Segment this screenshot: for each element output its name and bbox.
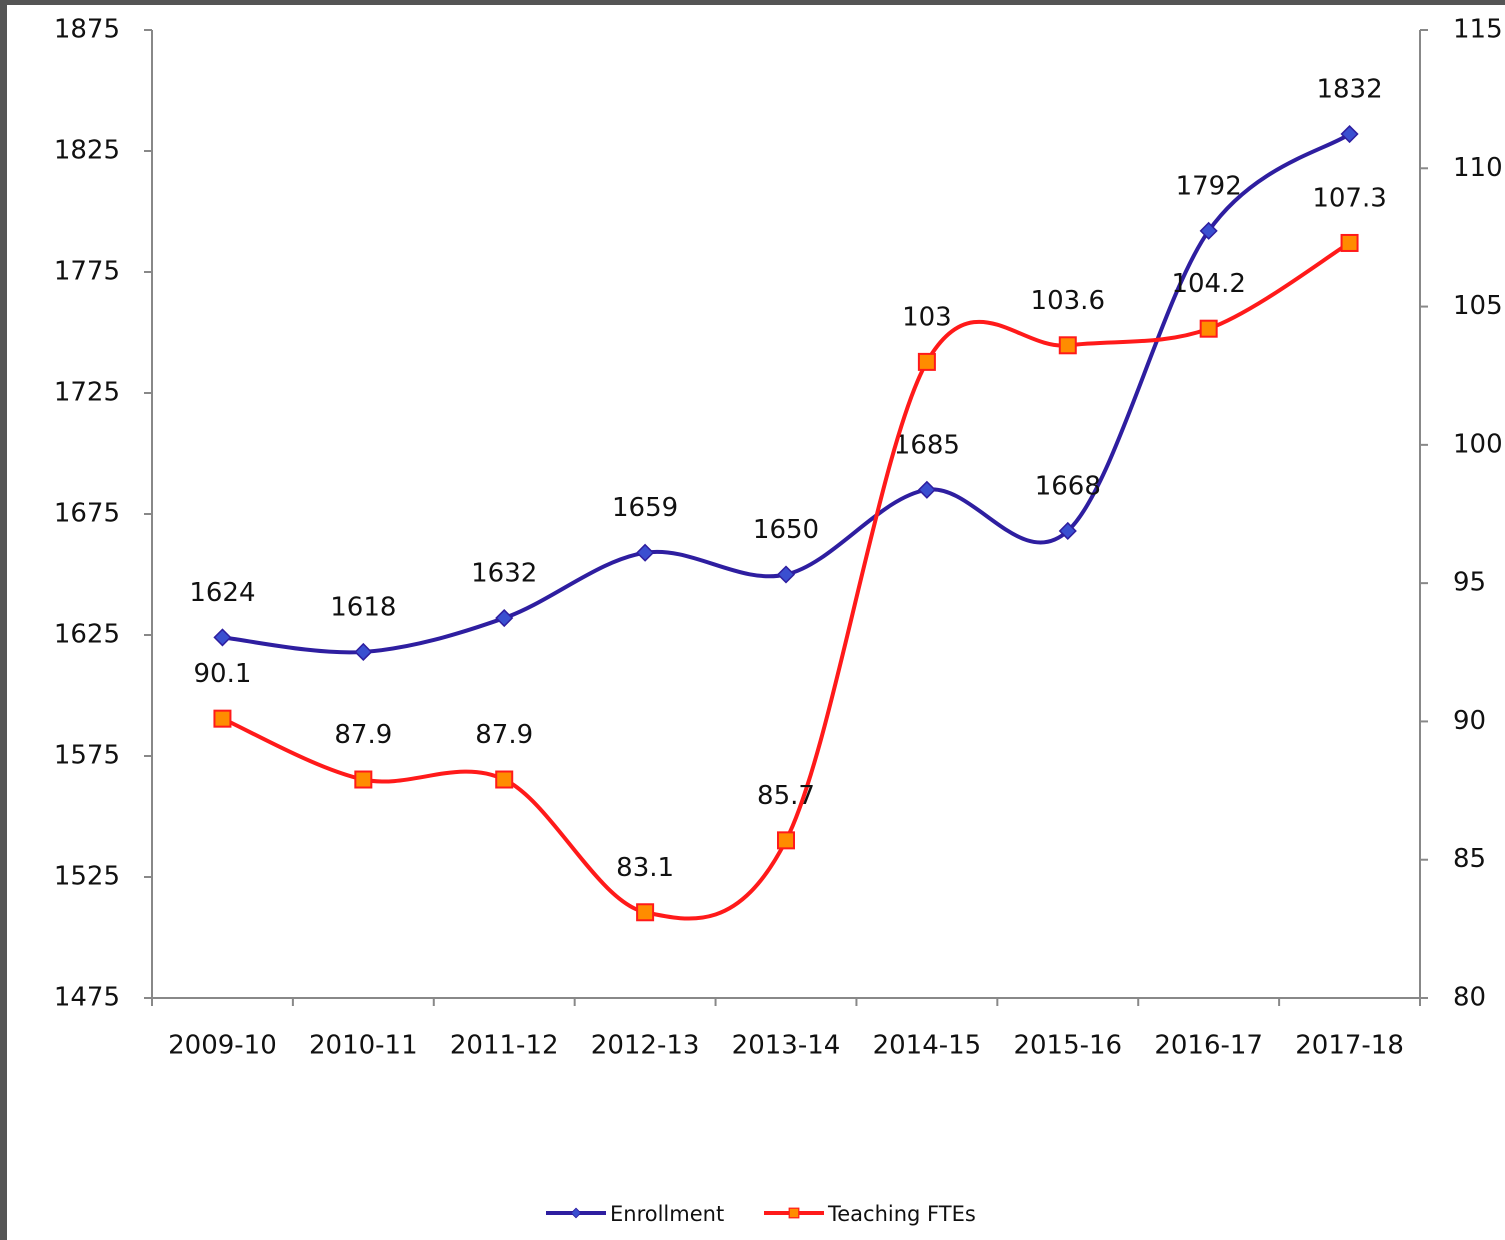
y-tick-label: 1825: [54, 136, 120, 166]
marker: [1340, 233, 1359, 252]
data-label: 103.6: [1031, 286, 1105, 316]
data-label: 87.9: [334, 720, 392, 750]
y2-tick-label: 105: [1453, 291, 1503, 321]
data-label: 1792: [1176, 171, 1242, 201]
marker: [495, 770, 514, 789]
y2-tick-label: 85: [1453, 844, 1486, 874]
y2-tick-label: 110: [1453, 153, 1503, 183]
y-tick-label: 1575: [54, 741, 120, 771]
legend-marker: [788, 1207, 800, 1219]
y-tick-label: 1475: [54, 983, 120, 1013]
marker: [1340, 124, 1359, 144]
y-tick-label: 1625: [54, 620, 120, 650]
data-label: 103: [902, 302, 952, 332]
chart-background: [7, 5, 1505, 1240]
data-label: 107.3: [1312, 183, 1386, 213]
data-label: 1650: [753, 515, 819, 545]
data-label: 1668: [1035, 471, 1101, 501]
x-tick-label: 2010-11: [309, 1031, 418, 1061]
marker: [777, 831, 795, 850]
data-label: 1685: [894, 430, 960, 460]
marker: [1199, 221, 1218, 240]
x-tick-label: 2014-15: [873, 1031, 982, 1061]
x-tick-label: 2009-10: [168, 1031, 277, 1061]
x-tick-label: 2011-12: [450, 1031, 559, 1061]
marker: [636, 903, 655, 922]
series-line: [222, 132, 1351, 655]
x-tick-label: 2013-14: [732, 1031, 841, 1061]
marker: [917, 352, 936, 371]
data-label: 1632: [471, 559, 537, 589]
data-label: 104.2: [1171, 269, 1245, 299]
y-tick-label: 1875: [54, 15, 120, 45]
y2-tick-label: 95: [1453, 568, 1486, 598]
marker: [636, 543, 655, 562]
y2-tick-label: 100: [1453, 429, 1503, 459]
legend-marker: [570, 1207, 582, 1219]
data-label: 90.1: [193, 659, 251, 689]
data-label: 1618: [330, 592, 396, 622]
x-tick-label: 2012-13: [591, 1031, 700, 1061]
marker: [213, 628, 232, 647]
marker: [354, 770, 373, 789]
marker: [213, 709, 232, 728]
marker: [1199, 319, 1218, 338]
legend-label: Teaching FTEs: [827, 1202, 976, 1226]
series-line: [221, 241, 1351, 921]
data-label: 1832: [1316, 75, 1382, 105]
marker: [917, 480, 936, 499]
data-label: 83.1: [616, 853, 674, 883]
marker: [776, 565, 796, 584]
marker: [1058, 336, 1077, 355]
x-tick-label: 2016-17: [1154, 1031, 1263, 1061]
data-label: 87.9: [475, 720, 533, 750]
marker: [1058, 521, 1077, 541]
data-label: 85.7: [757, 781, 815, 811]
legend-label: Enrollment: [610, 1202, 724, 1226]
y-tick-label: 1525: [54, 862, 120, 892]
y-tick-label: 1775: [54, 257, 120, 287]
y2-tick-label: 80: [1453, 983, 1486, 1013]
y-tick-label: 1725: [54, 378, 120, 408]
y2-tick-label: 90: [1453, 706, 1486, 736]
marker: [495, 608, 514, 628]
x-tick-label: 2017-18: [1295, 1031, 1404, 1061]
x-tick-label: 2015-16: [1013, 1031, 1122, 1061]
y-tick-label: 1675: [54, 499, 120, 529]
data-label: 1659: [612, 493, 678, 523]
y2-tick-label: 115: [1453, 15, 1503, 45]
data-label: 1624: [189, 578, 255, 608]
marker: [354, 642, 373, 662]
